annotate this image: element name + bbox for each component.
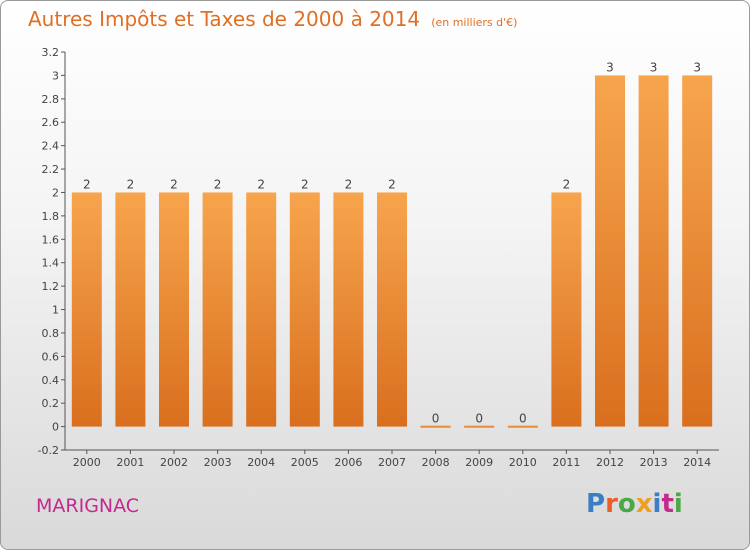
data-label: 3 [693, 60, 701, 74]
data-label: 2 [83, 177, 91, 191]
y-tick-label: 2.8 [42, 93, 60, 106]
x-tick-label: 2011 [552, 456, 580, 469]
data-label: 2 [301, 177, 309, 191]
x-tick-label: 2004 [247, 456, 275, 469]
bar [115, 192, 146, 427]
bar [71, 192, 102, 427]
x-tick-label: 2014 [683, 456, 711, 469]
data-label: 0 [432, 412, 440, 426]
logo-letter: x [635, 489, 653, 519]
y-tick-label: 1.4 [42, 257, 60, 270]
x-tick-label: 2010 [509, 456, 537, 469]
bar [377, 192, 407, 427]
data-label: 2 [345, 177, 353, 191]
data-label: 2 [257, 177, 265, 191]
data-label: 2 [170, 177, 178, 191]
data-label: 0 [475, 412, 483, 426]
x-tick-label: 2009 [465, 456, 493, 469]
x-tick-label: 2001 [116, 456, 144, 469]
x-tick-label: 2013 [640, 456, 668, 469]
y-tick-label: 2.4 [42, 140, 60, 153]
y-tick-label: 3 [52, 69, 59, 82]
y-tick-label: 1.8 [42, 210, 60, 223]
x-tick-label: 2008 [422, 456, 450, 469]
bar [159, 192, 189, 427]
x-tick-label: 2005 [291, 456, 319, 469]
y-tick-label: 0.8 [42, 327, 60, 340]
bar [638, 75, 669, 427]
bar [202, 192, 233, 427]
logo-letter: o [617, 489, 636, 519]
bar [246, 192, 277, 427]
data-label: 0 [519, 412, 527, 426]
x-tick-label: 2006 [334, 456, 362, 469]
chart-title: Autres Impôts et Taxes de 2000 à 2014 [28, 7, 421, 31]
logo-letter: P [586, 489, 606, 519]
bar [420, 425, 451, 428]
chart-subtitle: (en milliers d'€) [431, 16, 518, 29]
y-tick-label: 2 [52, 186, 59, 199]
proxiti-logo[interactable]: Proxiti [586, 489, 683, 519]
x-tick-label: 2003 [204, 456, 232, 469]
y-tick-label: 2.2 [42, 163, 60, 176]
x-tick-label: 2007 [378, 456, 406, 469]
bar [507, 425, 538, 428]
data-label: 3 [650, 60, 658, 74]
y-tick-label: 1.6 [42, 233, 60, 246]
chart-title-block: Autres Impôts et Taxes de 2000 à 2014 (e… [28, 7, 517, 31]
data-label: 2 [214, 177, 222, 191]
y-tick-label: 3.2 [42, 46, 60, 59]
bar [595, 75, 625, 427]
y-tick-label: 1.2 [42, 280, 60, 293]
bar [333, 192, 364, 427]
y-tick-label: 0 [52, 421, 59, 434]
x-tick-label: 2000 [73, 456, 101, 469]
data-label: 2 [388, 177, 396, 191]
y-tick-label: 0.6 [42, 350, 60, 363]
y-tick-label: -0.2 [38, 444, 59, 457]
y-tick-label: 2.6 [42, 116, 60, 129]
x-tick-label: 2012 [596, 456, 624, 469]
bar [551, 192, 582, 427]
y-tick-label: 1 [52, 304, 59, 317]
logo-letter: i [652, 489, 662, 519]
data-label: 2 [563, 177, 571, 191]
bar [682, 75, 713, 427]
x-tick-label: 2002 [160, 456, 188, 469]
commune-name: MARIGNAC [36, 495, 140, 517]
bar [289, 192, 320, 427]
logo-letter: t [661, 489, 674, 519]
logo-letter: i [673, 489, 683, 519]
data-label: 3 [606, 60, 614, 74]
y-tick-label: 0.4 [42, 374, 60, 387]
logo-letter: r [605, 489, 618, 519]
data-label: 2 [127, 177, 135, 191]
bar [464, 425, 495, 428]
y-tick-label: 0.2 [42, 397, 60, 410]
